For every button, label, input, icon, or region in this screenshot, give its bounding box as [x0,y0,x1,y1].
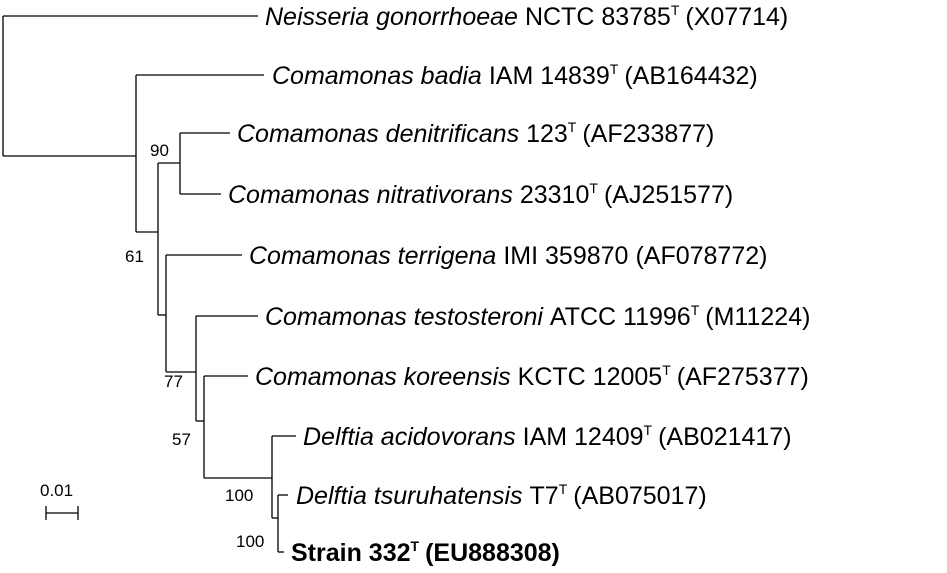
bootstrap-values: 90 61 77 57 100 100 [125,141,264,551]
taxon-label-neisseria-gonorrhoeae: Neisseria gonorrhoeae NCTC 83785T (X07714) [265,2,788,31]
taxon-label-comamonas-nitrativorans: Comamonas nitrativorans 23310T (AJ251577) [228,180,733,209]
taxon-label-delftia-tsuruhatensis: Delftia tsuruhatensis T7T (AB075017) [296,481,707,510]
taxon-label-strain-332: Strain 332T (EU888308) [291,538,560,567]
taxon-label-comamonas-koreensis: Comamonas koreensis KCTC 12005T (AF275377) [255,362,809,391]
bootstrap-value-node-f: 57 [172,430,191,449]
taxon-label-comamonas-badia: Comamonas badia IAM 14839T (AB164432) [272,61,758,90]
taxon-label-comamonas-testosteroni: Comamonas testosteroni ATCC 11996T (M11224… [265,302,810,331]
taxon-labels: Neisseria gonorrhoeae NCTC 83785T (X07714)… [228,2,810,567]
scale-bar-label: 0.01 [40,481,73,500]
bootstrap-value-node-e: 77 [164,372,183,391]
tree-branches [2,15,296,553]
taxon-label-comamonas-terrigena: Comamonas terrigena IMI 359870 (AF078772) [249,242,767,270]
bootstrap-value-node-b: 61 [125,247,144,266]
scale-bar: 0.01 [40,481,79,520]
taxon-label-delftia-acidovorans: Delftia acidovorans IAM 12409T (AB021417) [303,422,792,451]
bootstrap-value-node-g: 100 [225,486,253,505]
bootstrap-value-node-c: 90 [150,141,169,160]
taxon-label-comamonas-denitrificans: Comamonas denitrificans 123T (AF233877) [237,119,714,148]
bootstrap-value-node-h: 100 [236,532,264,551]
